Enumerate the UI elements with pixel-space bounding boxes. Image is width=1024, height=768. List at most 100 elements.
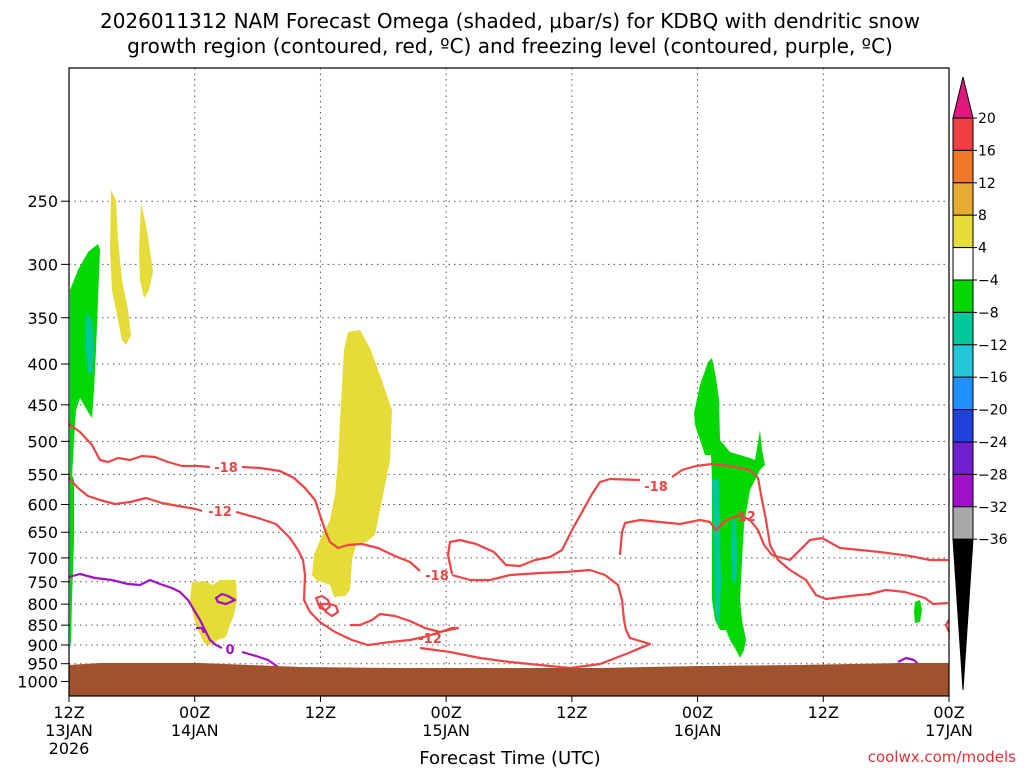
contour-labels: -18 -12 -18 -12 -18 -12 xyxy=(208,461,756,647)
colorbar-label-4: 4 xyxy=(978,241,987,257)
contour-minus18-right xyxy=(446,477,641,575)
colorbar-label-7: −12 xyxy=(978,338,1008,354)
colorbar-label-2: 12 xyxy=(978,176,996,192)
y-tick-label-300: 300 xyxy=(27,255,58,274)
colorbar-swatch-10 xyxy=(952,409,974,443)
omega-green-region-1 xyxy=(70,244,100,480)
x-tick-date-1: 14JAN xyxy=(171,721,219,740)
colorbar-label-6: −8 xyxy=(978,305,999,321)
y-tick-label-750: 750 xyxy=(27,573,58,592)
omega-teal-region-3 xyxy=(731,520,737,585)
omega-teal-region-1 xyxy=(85,312,94,375)
freezing-loop-2 xyxy=(196,626,206,634)
x-tick-label-4: 12Z xyxy=(556,703,587,722)
colorbar-swatch-2 xyxy=(952,149,974,184)
y-tick-label-850: 850 xyxy=(27,616,58,635)
contour-minus12-loop xyxy=(314,594,340,618)
contour-minus18-left xyxy=(68,423,211,469)
contour-label-minus12-1: -12 xyxy=(208,505,232,520)
omega-yellow-region-3 xyxy=(312,330,392,597)
y-tick-label-900: 900 xyxy=(27,636,58,655)
colorbar-swatch-6 xyxy=(952,279,974,313)
x-tick-label-3: 00Z xyxy=(430,703,461,722)
y-tick-label-800: 800 xyxy=(27,595,58,614)
x-tick-date-5: 16JAN xyxy=(674,721,722,740)
x-tick-label-6: 12Z xyxy=(808,703,839,722)
colorbar-label-11: −28 xyxy=(978,467,1008,483)
contour-minus12-right xyxy=(419,568,652,670)
omega-teal-region-2 xyxy=(712,478,721,625)
chart-title-line-2: growth region (contoured, red, ºC) and f… xyxy=(127,34,893,58)
contour-minus12-mid xyxy=(235,510,460,647)
contour-minus12-left xyxy=(68,477,203,513)
x-tick-label-5: 00Z xyxy=(682,703,713,722)
x-tick-date-7: 17JAN xyxy=(925,721,973,740)
colorbar-swatch-3 xyxy=(952,182,974,216)
colorbar-swatch-4 xyxy=(952,214,974,249)
contour-label-minus12-2: -12 xyxy=(418,632,442,647)
contour-minus18-mid xyxy=(241,465,421,572)
colorbar-bottom-arrow xyxy=(952,538,974,691)
colorbar-label-9: −20 xyxy=(978,403,1008,419)
omega-green-region-2 xyxy=(70,470,74,650)
snow-growth-contours xyxy=(68,423,951,670)
y-tick-label-600: 600 xyxy=(27,495,58,514)
contour-edge-right xyxy=(944,619,951,633)
x-tick-year-0: 2026 xyxy=(49,739,90,758)
colorbar-label-5: −4 xyxy=(978,273,999,289)
colorbar-label-13: −36 xyxy=(978,532,1008,548)
x-tick-label-7: 00Z xyxy=(933,703,964,722)
y-tick-label-700: 700 xyxy=(27,549,58,568)
colorbar-label-8: −16 xyxy=(978,370,1008,386)
y-tick-label-500: 500 xyxy=(27,432,58,451)
y-tick-label-950: 950 xyxy=(27,655,58,674)
credit-text: coolwx.com/models xyxy=(868,748,1016,766)
freezing-line-tail xyxy=(241,650,279,668)
contour-minus18-right2 xyxy=(671,462,949,606)
colorbar-label-0: 20 xyxy=(978,111,996,127)
contour-label-minus12-3: -12 xyxy=(732,510,756,525)
x-tick-label-0: 12Z xyxy=(53,703,84,722)
omega-yellow-region-1 xyxy=(110,190,131,345)
y-axis-pressure-ticks: 2503003504004505005506006507007508008509… xyxy=(17,192,69,691)
colorbar-swatch-1 xyxy=(952,117,974,151)
colorbar-swatch-8 xyxy=(952,344,974,378)
colorbar-swatch-7 xyxy=(952,311,974,346)
colorbar-label-1: 16 xyxy=(978,143,996,159)
freezing-line-main xyxy=(68,572,223,649)
contour-label-minus18-1: -18 xyxy=(214,461,238,476)
colorbar-swatch-12 xyxy=(952,473,974,508)
omega-green-region-3 xyxy=(694,358,765,658)
colorbar-swatch-5 xyxy=(952,247,974,281)
colorbar-label-12: −32 xyxy=(978,500,1008,516)
y-tick-label-250: 250 xyxy=(27,192,58,211)
freezing-loop-1 xyxy=(214,592,237,606)
x-tick-label-1: 00Z xyxy=(179,703,210,722)
y-tick-label-400: 400 xyxy=(27,355,58,374)
chart-title-line-1: 2026011312 NAM Forecast Omega (shaded, μ… xyxy=(100,9,920,33)
colorbar-top-arrow xyxy=(952,76,974,119)
contour-label-minus18-2: -18 xyxy=(425,569,449,584)
freezing-level-contour xyxy=(68,572,921,668)
y-tick-label-350: 350 xyxy=(27,309,58,328)
plot-border xyxy=(68,67,950,697)
omega-yellow-region-2 xyxy=(139,203,153,298)
omega-shading xyxy=(70,190,922,658)
colorbar-label-3: 8 xyxy=(978,208,987,224)
colorbar-swatch-11 xyxy=(952,441,974,475)
colorbar-swatch-9 xyxy=(952,376,974,411)
omega-colorbar: 20 16 12 8 4 −4 −8 −12 −16 −20 −24 −28 −32 −36 xyxy=(952,76,1008,691)
x-axis-label: Forecast Time (UTC) xyxy=(419,748,600,768)
x-tick-date-3: 15JAN xyxy=(422,721,470,740)
gridlines xyxy=(69,68,949,696)
contour-label-minus18-3: -18 xyxy=(644,480,668,495)
contour-minus12-rightloop xyxy=(618,513,948,562)
y-tick-label-450: 450 xyxy=(27,396,58,415)
freezing-level-label: 0 xyxy=(225,643,234,658)
ground-surface xyxy=(69,663,949,696)
y-tick-label-650: 650 xyxy=(27,523,58,542)
x-tick-label-2: 12Z xyxy=(305,703,336,722)
colorbar-label-10: −24 xyxy=(978,435,1008,451)
